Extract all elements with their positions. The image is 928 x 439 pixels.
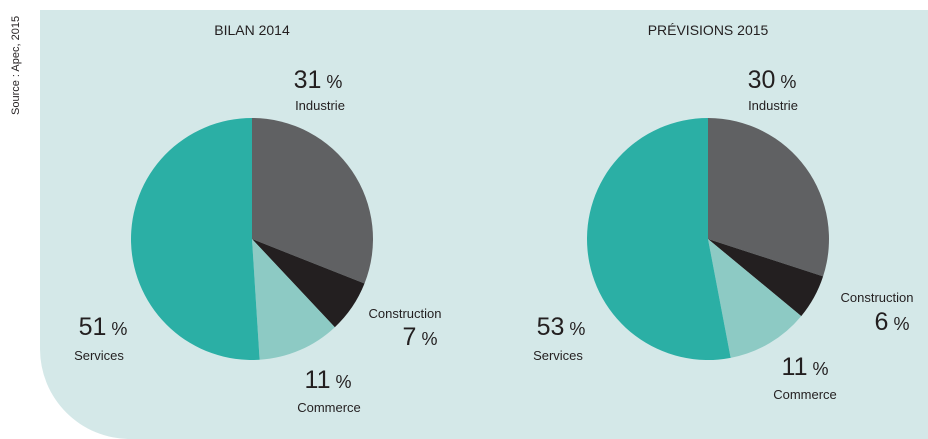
value-label: 51%	[79, 313, 128, 341]
value-label: 7%	[403, 323, 438, 351]
pie-slice	[708, 118, 829, 277]
value-unit: %	[326, 72, 342, 92]
value-label: 30%	[748, 66, 797, 94]
value-unit: %	[780, 72, 796, 92]
value-unit: %	[335, 372, 351, 392]
value-number: 7	[403, 323, 417, 351]
pie-slice	[586, 118, 731, 360]
category-label: Construction	[369, 306, 442, 321]
value-number: 6	[875, 308, 889, 336]
value-unit: %	[569, 319, 585, 339]
category-label: Industrie	[295, 98, 345, 113]
chart-title: BILAN 2014	[214, 22, 290, 38]
pie-slice	[708, 239, 824, 317]
value-label: 53%	[537, 313, 586, 341]
pie-slice	[252, 239, 365, 328]
value-unit: %	[111, 319, 127, 339]
value-unit: %	[812, 359, 828, 379]
value-number: 11	[305, 366, 331, 394]
value-unit: %	[421, 329, 437, 349]
pie-slice	[252, 118, 373, 284]
value-label: 11%	[305, 366, 352, 394]
value-label: 11%	[782, 353, 829, 381]
value-unit: %	[893, 314, 909, 334]
category-label: Services	[533, 348, 583, 363]
value-label: 31%	[294, 66, 343, 94]
value-label: 6%	[875, 308, 910, 336]
chart-title: PRÉVISIONS 2015	[648, 22, 769, 38]
category-label: Construction	[841, 290, 914, 305]
value-number: 31	[294, 66, 322, 94]
category-label: Commerce	[297, 400, 361, 415]
pie-slice	[130, 118, 260, 361]
pie-slice	[708, 239, 802, 358]
category-label: Commerce	[773, 387, 837, 402]
category-label: Industrie	[748, 98, 798, 113]
source: Source : Apec, 2015	[10, 16, 22, 115]
category-label: Services	[74, 348, 124, 363]
value-number: 30	[748, 66, 776, 94]
value-number: 51	[79, 313, 107, 341]
pie-slice	[252, 239, 335, 360]
value-number: 11	[782, 353, 808, 381]
value-number: 53	[537, 313, 565, 341]
